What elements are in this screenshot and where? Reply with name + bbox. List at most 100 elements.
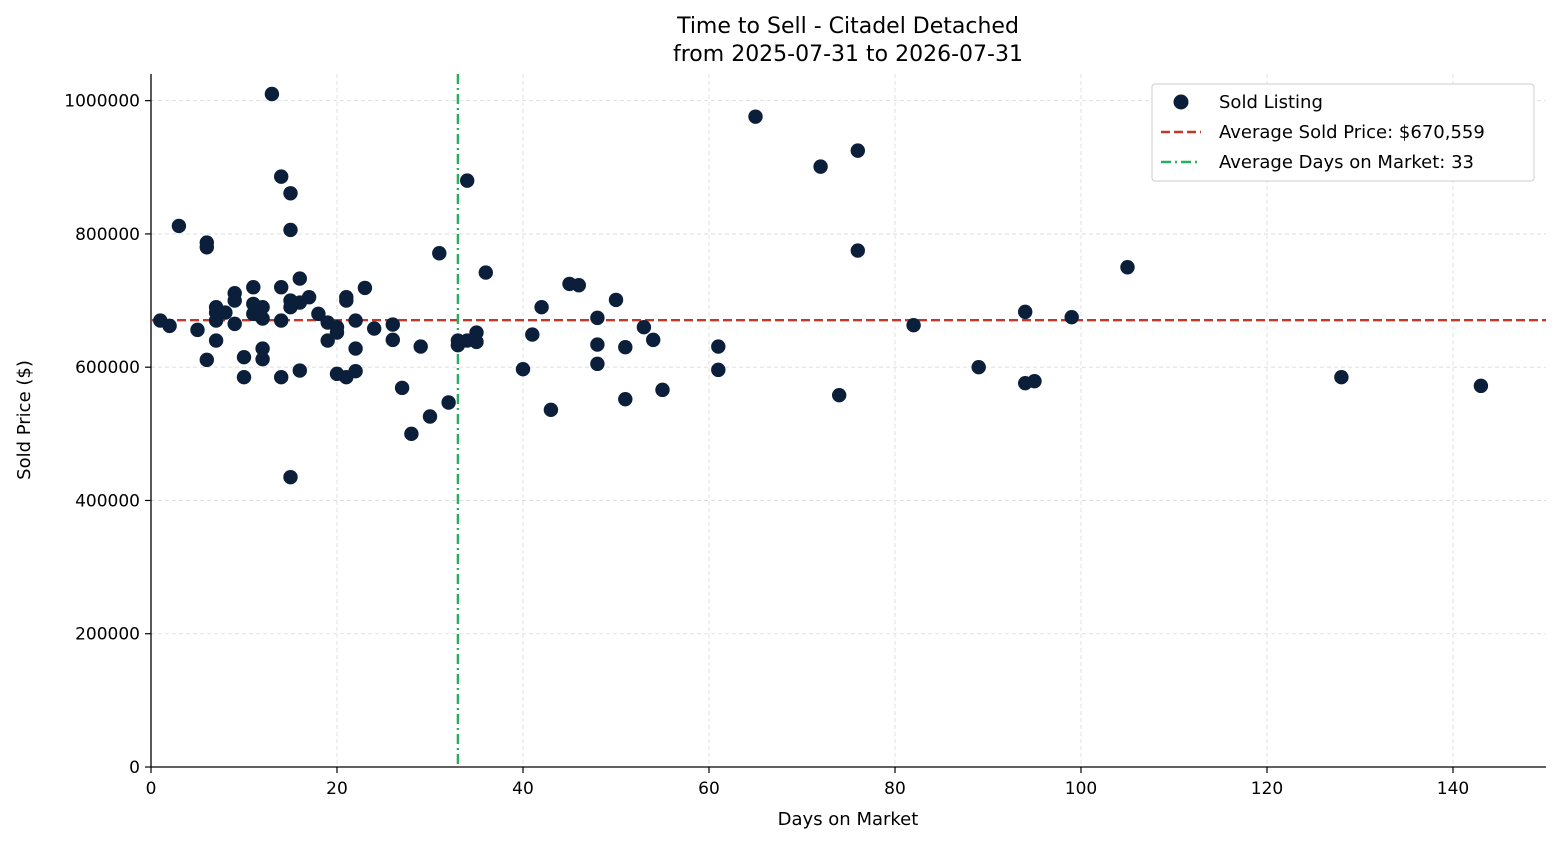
data-point <box>850 243 865 258</box>
x-tick-label: 120 <box>1251 779 1283 799</box>
data-point <box>413 339 428 354</box>
x-tick-label: 40 <box>512 779 534 799</box>
data-point <box>850 143 865 158</box>
data-point <box>292 363 307 378</box>
data-point <box>292 271 307 286</box>
axes: 0 20 40 60 80 100 120 140 0 200000 400000 600000 800… <box>64 74 1546 799</box>
data-point <box>348 363 363 379</box>
data-point <box>274 313 289 328</box>
data-point <box>227 293 242 308</box>
legend-label-average-price: Average Sold Price: $670,559 <box>1219 122 1485 143</box>
x-tick-label: 80 <box>884 779 906 799</box>
data-point <box>534 300 549 315</box>
x-tick-label: 0 <box>146 779 157 799</box>
data-point <box>618 340 633 355</box>
reference-lines <box>151 74 1546 767</box>
data-point <box>422 409 438 424</box>
data-point <box>348 341 363 356</box>
data-point <box>357 280 373 296</box>
data-point <box>236 349 252 365</box>
legend-label-average-days: Average Days on Market: 33 <box>1219 152 1474 173</box>
data-point <box>255 300 270 315</box>
data-point <box>432 246 447 261</box>
y-tick-label: 0 <box>129 758 140 778</box>
y-tick-label: 1000000 <box>64 92 140 112</box>
y-tick-label: 600000 <box>75 358 140 378</box>
y-axis-label: Sold Price ($) <box>14 360 35 480</box>
y-tick-label: 800000 <box>75 225 140 245</box>
data-point <box>590 356 605 372</box>
data-point <box>590 337 605 352</box>
y-tick-label: 200000 <box>75 625 140 645</box>
data-point <box>543 402 559 418</box>
legend-box <box>1151 83 1535 182</box>
data-point <box>274 169 289 184</box>
data-point <box>283 222 298 238</box>
data-point <box>571 278 586 293</box>
data-point <box>348 313 363 328</box>
data-point <box>590 310 605 326</box>
data-point <box>813 159 828 174</box>
data-point <box>525 327 540 342</box>
data-point <box>385 332 400 348</box>
data-point <box>1473 378 1489 394</box>
data-point <box>255 351 270 367</box>
chart-title: Time to Sell - Citadel Detached <box>676 14 1019 39</box>
data-point <box>283 469 298 485</box>
data-point <box>311 306 326 322</box>
y-tick-label: 400000 <box>75 491 140 511</box>
data-point <box>218 305 233 320</box>
legend-label-sold-listing: Sold Listing <box>1219 92 1323 113</box>
data-point <box>404 426 419 442</box>
x-tick-label: 140 <box>1437 779 1469 799</box>
data-point <box>460 173 475 188</box>
x-tick-label: 60 <box>698 779 720 799</box>
data-point <box>1017 304 1033 320</box>
x-axis-label: Days on Market <box>778 809 919 830</box>
data-point <box>906 318 921 333</box>
data-point <box>1120 260 1135 275</box>
data-point <box>255 341 270 356</box>
data-point <box>608 292 624 308</box>
data-point <box>171 218 187 234</box>
data-point <box>394 380 410 396</box>
data-point <box>246 280 261 295</box>
legend: Sold Listing Average Sold Price: $670,55… <box>1151 83 1535 182</box>
data-point <box>655 382 670 398</box>
data-point <box>339 293 354 308</box>
data-point <box>367 321 382 336</box>
data-point <box>236 369 252 385</box>
x-tick-label: 100 <box>1065 779 1097 799</box>
data-point <box>441 395 456 410</box>
data-point <box>227 316 242 332</box>
data-point <box>283 186 298 201</box>
data-point <box>199 352 214 368</box>
data-point <box>832 387 847 403</box>
data-point <box>274 280 289 295</box>
data-point <box>636 320 652 335</box>
data-point <box>478 265 493 280</box>
data-point <box>711 362 726 378</box>
data-point <box>469 334 484 350</box>
data-point <box>264 86 280 102</box>
data-point <box>748 109 763 124</box>
legend-marker-sold-listing <box>1173 94 1189 110</box>
data-point <box>385 317 400 332</box>
data-point <box>1064 310 1079 325</box>
data-point <box>162 318 177 334</box>
chart-subtitle: from 2025-07-31 to 2026-07-31 <box>673 42 1023 67</box>
data-point <box>190 322 205 338</box>
data-point <box>274 369 289 385</box>
data-point <box>208 333 224 348</box>
data-point <box>329 325 345 340</box>
data-point <box>971 359 986 375</box>
data-point <box>1027 373 1042 389</box>
data-point <box>255 311 270 326</box>
data-point <box>1334 369 1349 385</box>
data-point <box>711 339 726 354</box>
data-point <box>646 332 661 348</box>
data-points <box>153 86 1489 485</box>
data-point <box>199 240 214 255</box>
x-tick-label: 20 <box>326 779 348 799</box>
